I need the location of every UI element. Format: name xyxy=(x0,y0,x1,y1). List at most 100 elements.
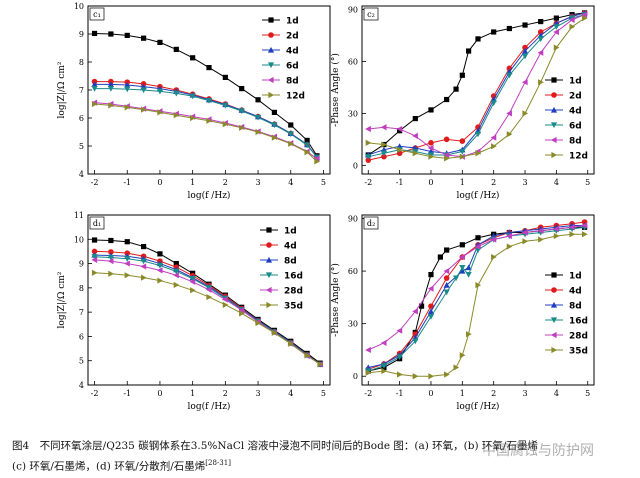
legend-label: 1d xyxy=(286,17,299,27)
panel-label: d₁ xyxy=(93,219,101,228)
data-point xyxy=(156,88,164,95)
data-point xyxy=(444,371,450,378)
legend-item: 12d xyxy=(262,92,305,102)
data-point xyxy=(537,36,544,43)
legend-label: 1d xyxy=(569,77,582,87)
data-point xyxy=(490,100,497,107)
caption-line-2-text: (c) 环氧/石墨烯，(d) 环氧/分散剂/石墨烯 xyxy=(12,460,206,473)
data-point xyxy=(365,125,371,133)
data-point xyxy=(140,258,147,265)
data-point xyxy=(173,281,180,289)
data-point xyxy=(157,39,163,45)
x-tick-label: 1 xyxy=(190,389,195,398)
data-point xyxy=(465,48,472,54)
y-tick-label: 30 xyxy=(348,320,358,329)
y-tick-label: 0 xyxy=(353,161,358,170)
data-point xyxy=(568,224,575,231)
series-1d xyxy=(365,10,588,158)
data-point xyxy=(304,149,311,156)
data-point xyxy=(304,137,310,143)
data-point xyxy=(239,310,245,317)
data-point xyxy=(381,141,388,148)
panel-label: d₂ xyxy=(367,219,375,228)
data-point xyxy=(412,132,418,139)
legend-marker xyxy=(551,272,557,278)
legend-marker xyxy=(267,76,274,84)
x-tick-label: 3 xyxy=(522,389,527,398)
y-tick-label: 9 xyxy=(79,30,84,39)
plot-frame xyxy=(361,214,595,386)
data-point xyxy=(428,271,434,278)
y-tick-label: 90 xyxy=(348,215,358,224)
data-point xyxy=(140,106,147,113)
data-point xyxy=(428,303,434,309)
data-point xyxy=(396,327,403,334)
chart-panel-3: -2 -1 0 1 2 3 4 5 4 5 6 7 8 9 10 11 log(f /Hz) log|Z|/Ω c… xyxy=(57,211,331,412)
x-axis-label: log(f /Hz) xyxy=(188,401,231,412)
data-point xyxy=(365,157,372,163)
legend-label: 16d xyxy=(284,272,303,282)
data-point xyxy=(157,251,163,257)
data-point xyxy=(418,303,425,309)
x-tick-label: -1 xyxy=(123,389,131,398)
x-tick-label: 5 xyxy=(585,389,590,398)
y-tick-label: 7 xyxy=(79,86,84,95)
legend-marker xyxy=(550,122,558,129)
data-point xyxy=(173,46,179,52)
data-point xyxy=(173,112,180,119)
data-point xyxy=(124,260,130,267)
x-tick-label: 1 xyxy=(460,389,465,398)
panel-label: c₂ xyxy=(367,10,375,19)
data-point xyxy=(140,243,147,250)
x-tick-label: 4 xyxy=(554,389,559,398)
data-point xyxy=(124,32,130,38)
legend-marker xyxy=(550,301,558,308)
x-tick-label: 3 xyxy=(256,178,261,187)
legend-item: 4d xyxy=(545,107,582,117)
data-point xyxy=(412,373,419,380)
data-point xyxy=(107,81,114,87)
data-point xyxy=(412,308,418,315)
data-point xyxy=(475,282,482,289)
data-point xyxy=(428,373,435,380)
data-point xyxy=(206,65,212,71)
data-point xyxy=(365,346,371,354)
legend-label: 16d xyxy=(569,317,588,327)
data-point xyxy=(444,247,450,253)
data-point xyxy=(428,107,434,113)
data-point xyxy=(140,274,147,281)
legend-label: 1d xyxy=(569,272,582,282)
y-tick-label: 10 xyxy=(74,235,84,244)
series-line xyxy=(368,225,585,368)
legend-marker xyxy=(268,17,274,23)
legend-marker xyxy=(265,286,272,294)
data-point xyxy=(190,55,196,61)
data-point xyxy=(521,79,528,86)
data-point xyxy=(569,23,576,30)
y-tick-label: 30 xyxy=(348,109,358,118)
legend-item: 4d xyxy=(260,242,297,252)
data-point xyxy=(553,225,559,233)
legend-marker xyxy=(551,77,557,83)
legend-marker xyxy=(550,106,558,113)
data-point xyxy=(521,53,529,60)
data-point xyxy=(581,15,588,22)
legend-marker xyxy=(267,46,275,53)
data-point xyxy=(205,286,212,293)
data-point xyxy=(107,254,114,261)
data-point xyxy=(537,49,544,56)
series-1d xyxy=(91,30,320,159)
panel-label-box xyxy=(89,7,105,21)
data-point xyxy=(238,108,245,115)
legend-item: 8d xyxy=(262,77,299,87)
data-point xyxy=(538,236,544,243)
data-point xyxy=(157,109,164,116)
data-point xyxy=(313,155,320,162)
data-point xyxy=(380,363,388,369)
legend-label: 35d xyxy=(569,347,588,357)
legend-marker xyxy=(550,331,557,339)
legend-label: 8d xyxy=(569,302,582,312)
data-point xyxy=(190,114,196,122)
data-point xyxy=(124,81,131,88)
